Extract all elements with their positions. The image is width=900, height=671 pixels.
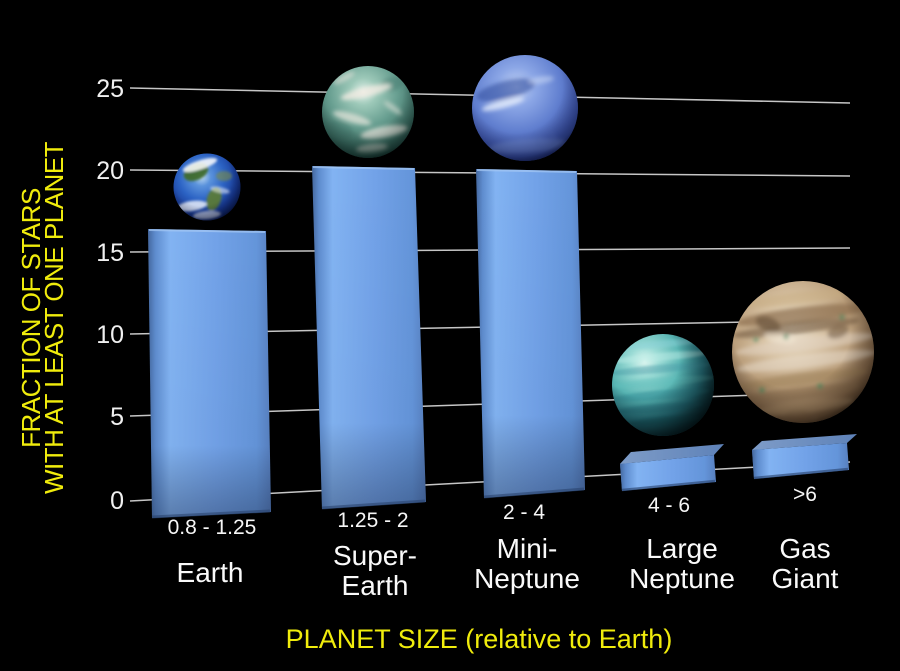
category-large-neptune-line1: Large: [646, 533, 718, 564]
size-range-mini-neptune: 2 - 4: [503, 501, 545, 524]
y-tick-label-20: 20: [96, 157, 124, 185]
bar-super-earth: [312, 166, 426, 510]
x-axis-title: PLANET SIZE (relative to Earth): [286, 624, 673, 654]
category-large-neptune-line2: Neptune: [629, 563, 735, 594]
bar-large-neptune: [620, 444, 724, 492]
y-axis-title-line1: FRACTION OF STARS: [16, 188, 46, 448]
y-tick-label-5: 5: [110, 403, 124, 431]
y-axis-title-line2: WITH AT LEAST ONE PLANET: [39, 141, 69, 494]
category-super-earth-line2: Earth: [342, 570, 409, 601]
bar-gas-giant: [752, 434, 857, 480]
category-earth: Earth: [177, 557, 244, 588]
size-range-super-earth: 1.25 - 2: [337, 509, 408, 532]
size-range-earth: 0.8 - 1.25: [168, 516, 257, 539]
bar-earth: [148, 229, 271, 519]
size-range-large-neptune: 4 - 6: [648, 494, 690, 517]
large-neptune-planet-image: [612, 334, 714, 436]
bar-mini-neptune: [476, 169, 585, 499]
bars: [148, 166, 857, 519]
planet-illustrations: [173, 55, 874, 436]
y-axis-title: FRACTION OF STARS WITH AT LEAST ONE PLAN…: [16, 141, 69, 494]
category-gas-giant-line1: Gas: [779, 533, 830, 564]
category-super-earth-line1: Super-: [333, 540, 417, 571]
y-axis-ticks: 25 20 15 10 5 0: [96, 75, 124, 515]
size-range-gas-giant: >6: [793, 483, 817, 506]
y-tick-label-0: 0: [110, 487, 124, 515]
y-tick-label-10: 10: [96, 321, 124, 349]
category-gas-giant-line2: Giant: [772, 563, 839, 594]
super-earth-planet-image: [322, 66, 414, 158]
y-tick-label-15: 15: [96, 239, 124, 267]
x-axis-labels: 0.8 - 1.25 1.25 - 2 2 - 4 4 - 6 >6 Earth…: [168, 483, 839, 601]
earth-planet-image: [173, 153, 241, 221]
mini-neptune-planet-image: [472, 55, 578, 161]
category-mini-neptune-line1: Mini-: [497, 533, 558, 564]
y-tick-label-25: 25: [96, 75, 124, 103]
gas-giant-planet-image: [732, 281, 874, 423]
category-mini-neptune-line2: Neptune: [474, 563, 580, 594]
